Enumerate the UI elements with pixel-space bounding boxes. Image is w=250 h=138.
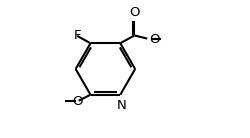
Text: O: O xyxy=(72,95,83,108)
Text: F: F xyxy=(73,29,81,42)
Text: N: N xyxy=(117,99,127,112)
Text: O: O xyxy=(129,6,140,18)
Text: O: O xyxy=(149,33,160,46)
